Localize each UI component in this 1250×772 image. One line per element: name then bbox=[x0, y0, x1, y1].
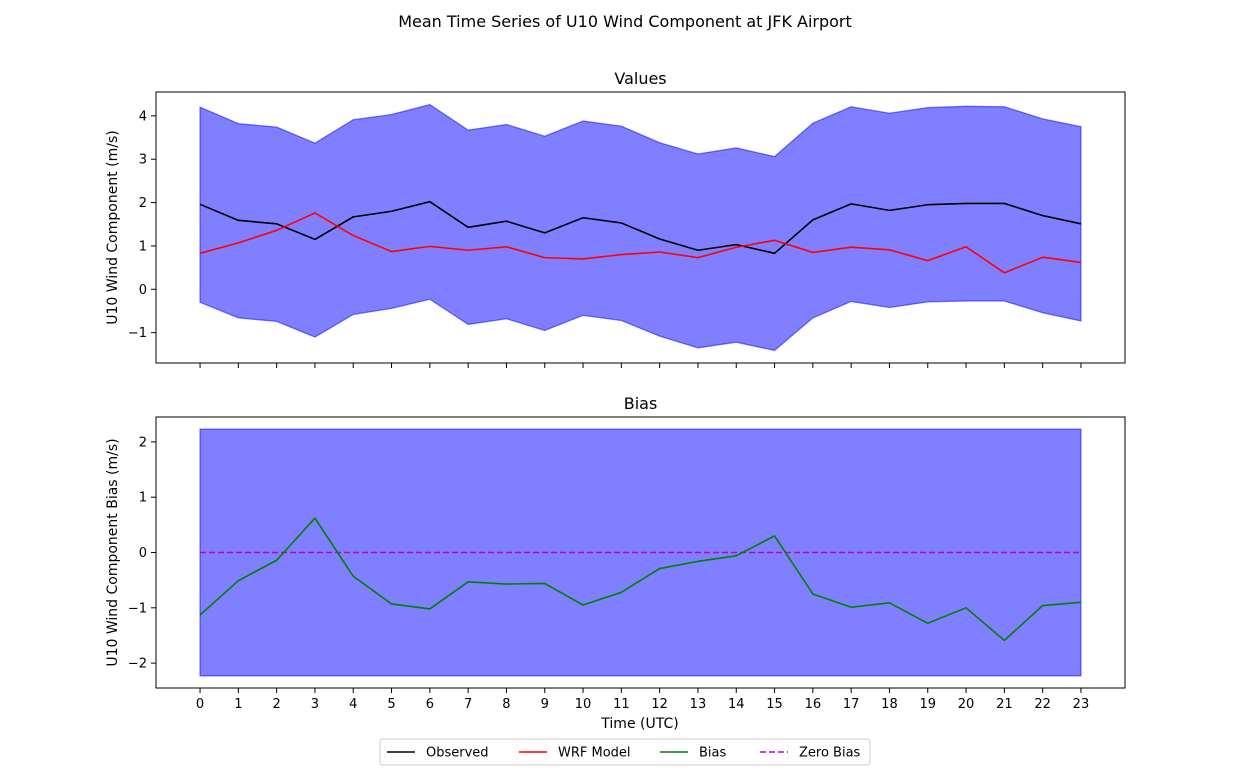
x-tick-label: 22 bbox=[1034, 697, 1051, 712]
y-tick-label: 0 bbox=[139, 546, 147, 561]
panel-0: −1 0 1 2 3 4 Values U10 Wind Component (m/s) bbox=[105, 69, 1126, 368]
x-tick-label: 20 bbox=[958, 697, 975, 712]
x-tick-label: 8 bbox=[502, 697, 510, 712]
y-tick-label: 1 bbox=[139, 491, 147, 506]
x-tick-label: 5 bbox=[387, 697, 395, 712]
x-tick-label: 11 bbox=[613, 697, 630, 712]
x-tick-label: 23 bbox=[1073, 697, 1090, 712]
panel-title: Values bbox=[614, 69, 666, 88]
chart-title: Mean Time Series of U10 Wind Component a… bbox=[398, 12, 852, 31]
y-tick-label: 2 bbox=[139, 196, 147, 211]
x-tick-label: 6 bbox=[426, 697, 434, 712]
y-tick-label: 4 bbox=[139, 109, 147, 124]
y-tick-label: 2 bbox=[139, 435, 147, 450]
x-tick-label: 0 bbox=[196, 697, 204, 712]
x-tick-label: 21 bbox=[996, 697, 1013, 712]
x-tick-label: 1 bbox=[234, 697, 242, 712]
x-tick-label: 7 bbox=[464, 697, 472, 712]
x-tick-label: 19 bbox=[919, 697, 936, 712]
legend-label: Observed bbox=[426, 746, 489, 761]
legend-label: Zero Bias bbox=[799, 746, 861, 761]
y-axis-label: U10 Wind Component (m/s) bbox=[105, 130, 121, 324]
legend-label: Bias bbox=[699, 746, 726, 761]
series-line-bias bbox=[199, 517, 1082, 642]
y-axis-label: U10 Wind Component Bias (m/s) bbox=[105, 438, 121, 666]
series-line-observed bbox=[199, 200, 1082, 255]
x-tick-label: 13 bbox=[690, 697, 707, 712]
x-axis-label: Time (UTC) bbox=[600, 716, 678, 732]
x-tick-label: 15 bbox=[766, 697, 783, 712]
axes-frame bbox=[155, 91, 1126, 364]
x-tick-label: 17 bbox=[843, 697, 860, 712]
x-tick-label: 3 bbox=[311, 697, 319, 712]
y-tick-label: 1 bbox=[139, 239, 147, 254]
x-tick-label: 16 bbox=[805, 697, 822, 712]
y-tick-label: 0 bbox=[139, 283, 147, 298]
x-tick-label: 10 bbox=[575, 697, 592, 712]
uncertainty-band bbox=[199, 428, 1082, 677]
uncertainty-band bbox=[199, 103, 1082, 352]
y-tick-label: −1 bbox=[128, 601, 147, 616]
legend: Observed WRF Model Bias Zero Bias bbox=[379, 738, 871, 766]
legend-frame bbox=[379, 738, 871, 766]
x-tick-label: 2 bbox=[273, 697, 281, 712]
x-tick-label: 12 bbox=[651, 697, 668, 712]
panel-title: Bias bbox=[624, 394, 658, 413]
x-tick-label: 18 bbox=[881, 697, 898, 712]
y-tick-label: −2 bbox=[128, 657, 147, 672]
y-tick-label: 3 bbox=[139, 153, 147, 168]
x-tick-label: 14 bbox=[728, 697, 745, 712]
series-line-wrf-model bbox=[199, 212, 1082, 274]
legend-label: WRF Model bbox=[558, 746, 631, 761]
x-tick-label: 4 bbox=[349, 697, 357, 712]
y-tick-label: −1 bbox=[128, 326, 147, 341]
x-tick-label: 9 bbox=[541, 697, 549, 712]
